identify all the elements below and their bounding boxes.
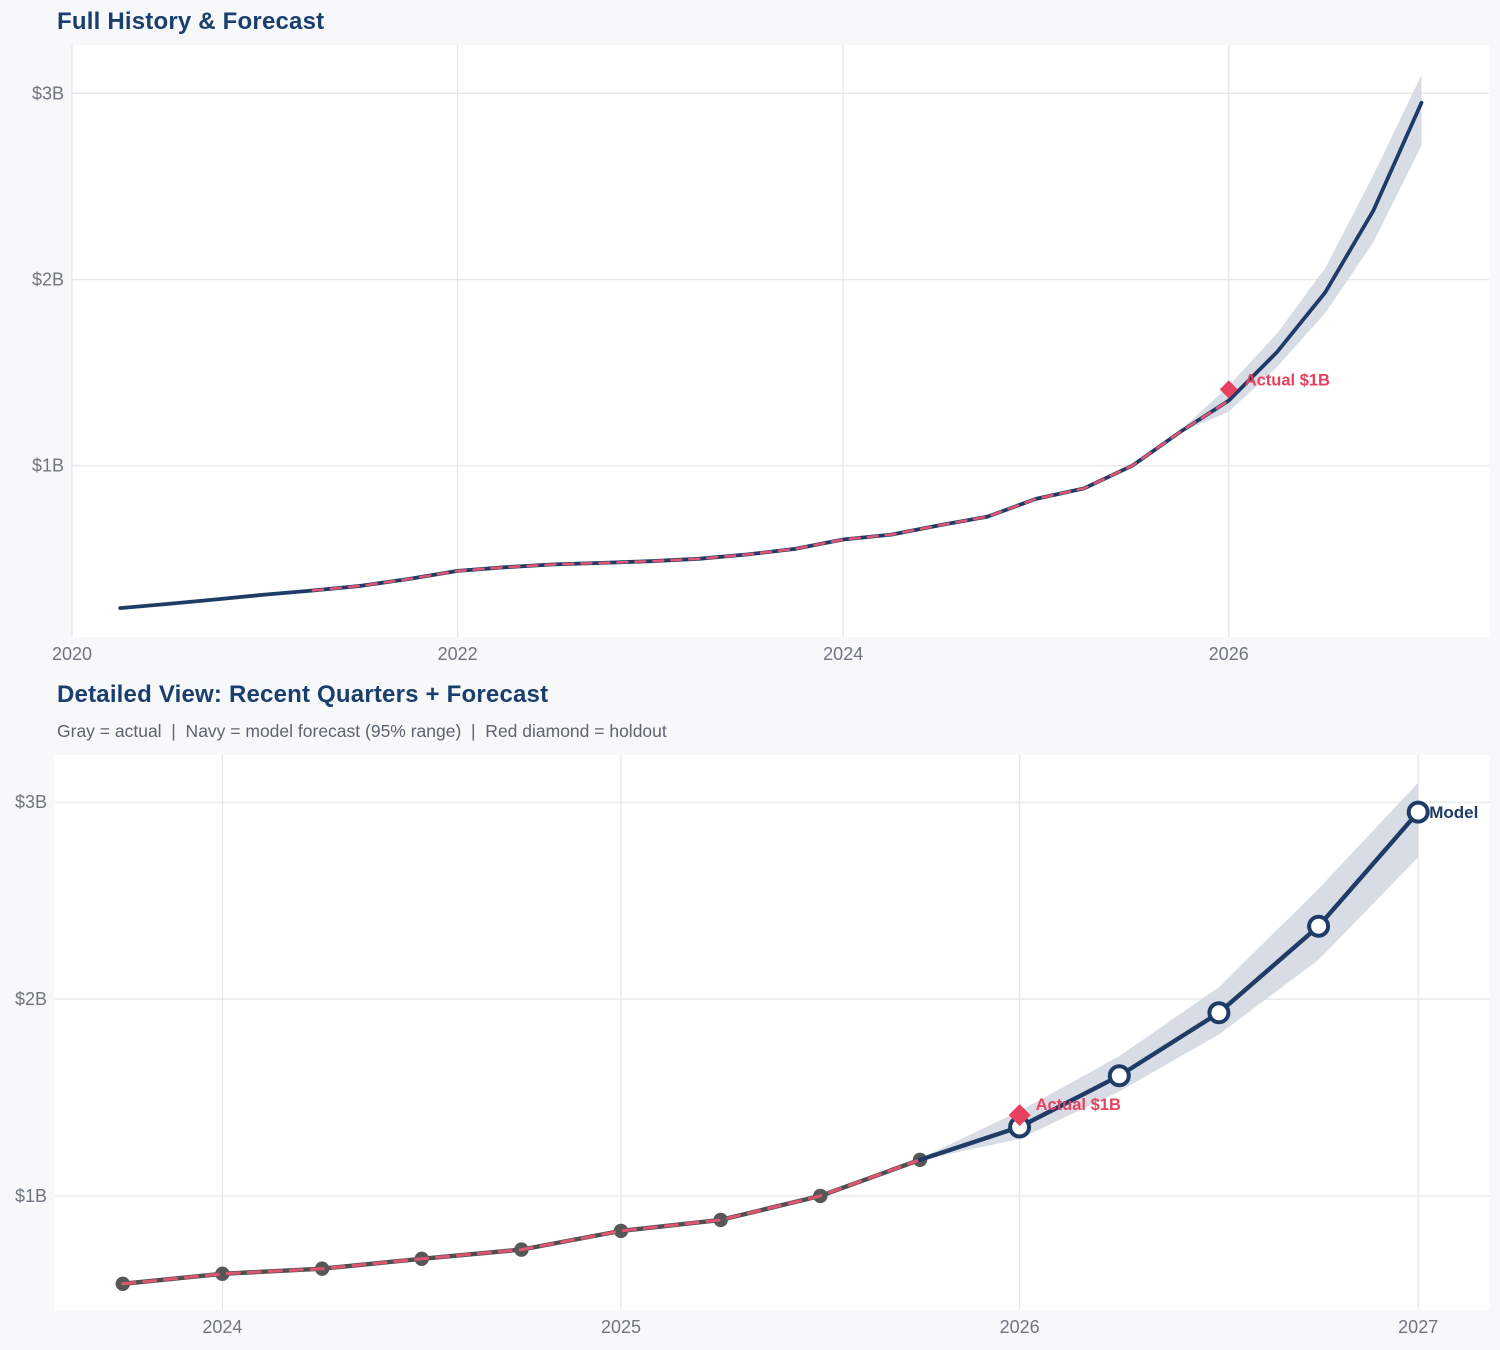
- actual-point: [215, 1266, 230, 1281]
- model-forecast-line-markers: [1008, 800, 1430, 1139]
- x-tick-label: 2020: [52, 644, 92, 664]
- y-tick-label: $2B: [32, 270, 64, 290]
- plot-area: [72, 45, 1489, 637]
- forecast-point: [1107, 1064, 1131, 1088]
- y-tick-label: $2B: [15, 989, 47, 1009]
- y-tick-label: $3B: [32, 83, 64, 103]
- bottom-chart-legend: Gray = actual | Navy = model forecast (9…: [57, 721, 667, 741]
- x-tick-label: 2025: [601, 1317, 641, 1337]
- gridlines: [71, 45, 1489, 637]
- plot-area: [55, 755, 1490, 1310]
- gridlines: [55, 755, 1490, 1310]
- x-axis-labels: 2024 2025 2026 2027: [202, 1317, 1438, 1337]
- y-axis-labels: $1B $2B $3B: [15, 792, 47, 1206]
- y-tick-label: $1B: [15, 1186, 47, 1206]
- model-label: Model: [1429, 803, 1478, 822]
- actual-point: [713, 1212, 728, 1228]
- model-forecast-line: [917, 809, 1421, 1162]
- forecast-point: [1406, 800, 1430, 824]
- model-fit-dashed: [311, 399, 1230, 592]
- actual-point: [613, 1223, 629, 1239]
- y-tick-label: $3B: [15, 792, 47, 812]
- forecast-point: [1307, 914, 1331, 938]
- top-chart-title: Full History & Forecast: [57, 8, 325, 35]
- detailed-view-chart: Actual $1B Model 2024 2025 2026 2027 $1B $2B $3B: [15, 755, 1490, 1337]
- x-tick-label: 2024: [202, 1317, 242, 1337]
- holdout-diamond: [1008, 1104, 1031, 1127]
- x-axis-labels: 2020 2022 2024 2026: [52, 644, 1249, 664]
- x-tick-label: 2027: [1398, 1317, 1438, 1337]
- x-tick-label: 2026: [1000, 1317, 1040, 1337]
- x-tick-label: 2026: [1209, 644, 1249, 664]
- x-tick-label: 2022: [438, 644, 478, 664]
- forecast-point: [1207, 1001, 1231, 1025]
- holdout-diamond: [1219, 380, 1238, 399]
- full-history-forecast-chart: Actual $1B 2020 2022 2024 2026 $1B $2B $3B: [32, 45, 1489, 664]
- holdout-actual-label: Actual $1B: [1036, 1096, 1121, 1114]
- actual-line-markers: [115, 1152, 928, 1291]
- actual-fit-dashed: [121, 1158, 922, 1286]
- y-tick-label: $1B: [32, 456, 64, 476]
- y-axis-labels: $1B $2B $3B: [32, 83, 64, 475]
- x-tick-label: 2024: [823, 644, 863, 664]
- holdout-actual-label: Actual $1B: [1245, 371, 1330, 389]
- bottom-chart-title: Detailed View: Recent Quarters + Forecas…: [57, 681, 549, 708]
